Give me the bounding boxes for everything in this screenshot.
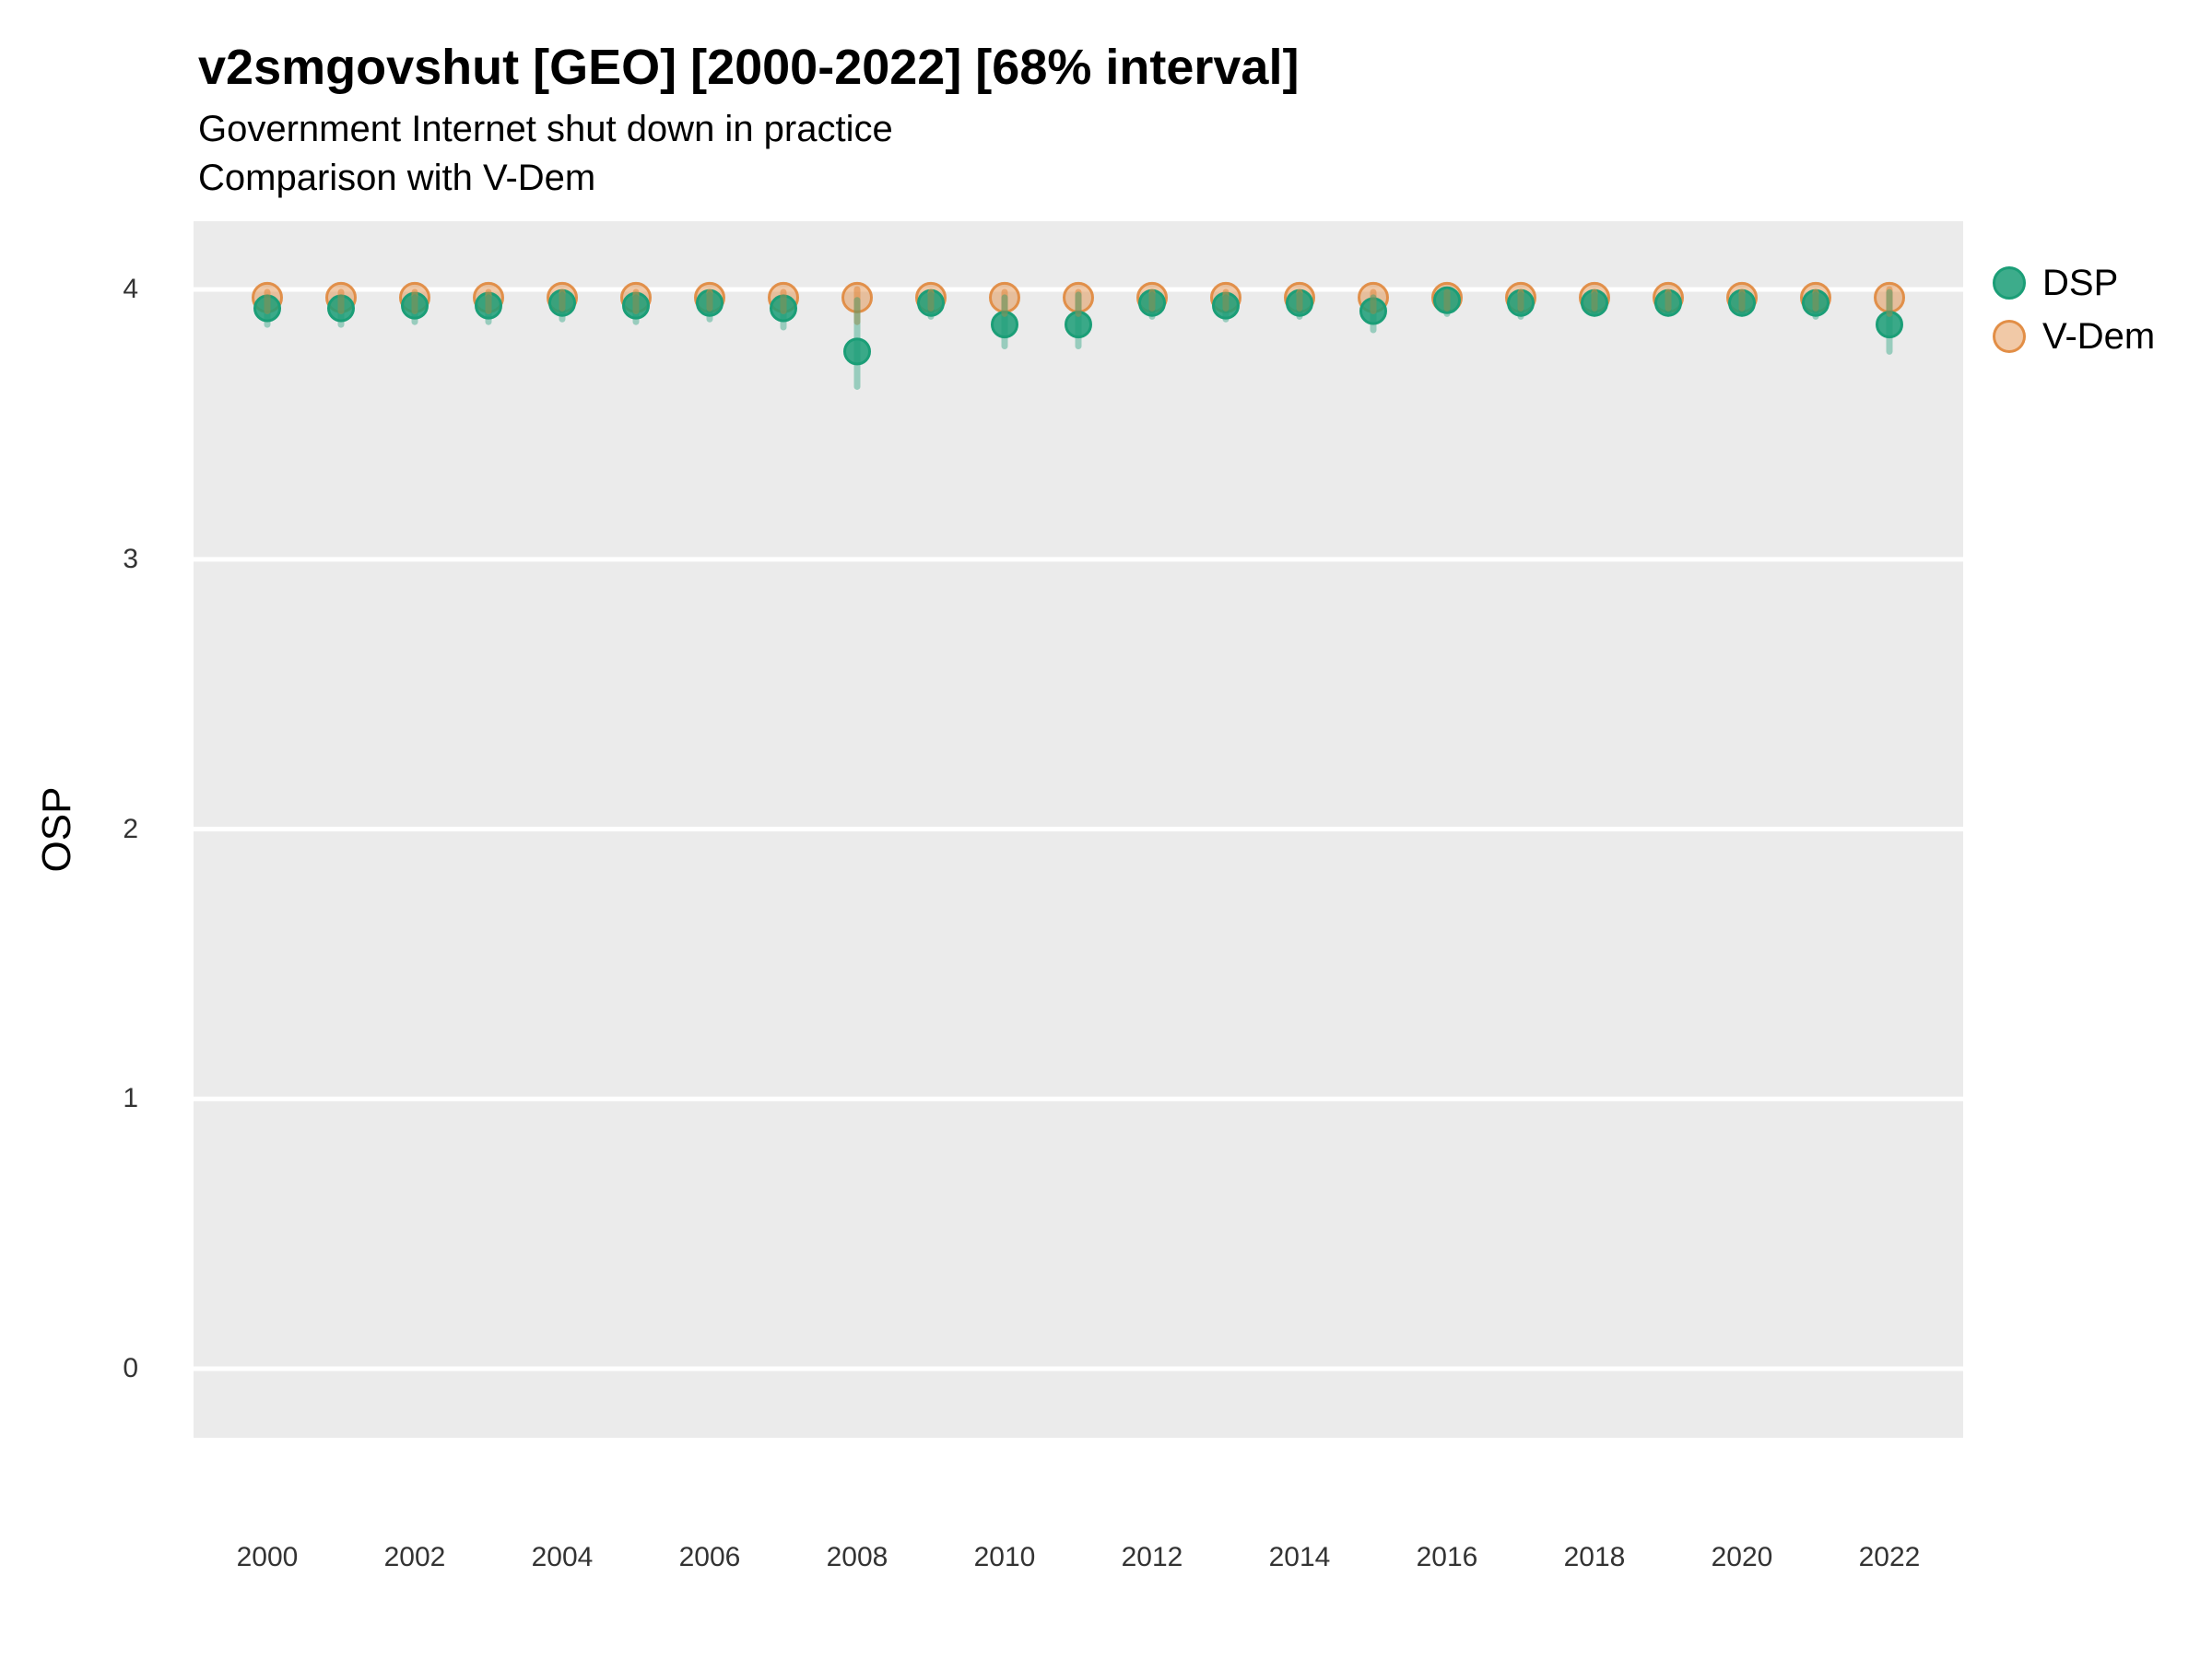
gridline-y-2 bbox=[194, 827, 1963, 832]
legend: DSP V-Dem bbox=[1993, 256, 2155, 363]
x-axis-tick-labels: 2000 2002 2004 2006 2008 2010 2012 2014 2016 2018… bbox=[194, 1541, 1963, 1578]
plot-panel bbox=[194, 221, 1963, 1438]
x-tick-label-2006: 2006 bbox=[678, 1542, 741, 1572]
chart-subtitle-measure: Government Internet shut down in practic… bbox=[198, 109, 893, 149]
x-tick-label-2008: 2008 bbox=[826, 1542, 888, 1572]
x-tick-label-2022: 2022 bbox=[1858, 1542, 1921, 1572]
gridline-y-3 bbox=[194, 557, 1963, 562]
x-tick-label-2004: 2004 bbox=[531, 1542, 594, 1572]
gridline-y-1 bbox=[194, 1096, 1963, 1101]
y-axis-tick-labels: 0 1 2 3 4 bbox=[0, 221, 147, 1438]
y-tick-label-4: 4 bbox=[123, 274, 138, 305]
y-tick-label-2: 2 bbox=[123, 813, 138, 844]
x-tick-label-2000: 2000 bbox=[236, 1542, 299, 1572]
x-tick-label-2010: 2010 bbox=[973, 1542, 1036, 1572]
legend-label-dsp: DSP bbox=[2042, 262, 2119, 303]
x-tick-label-2018: 2018 bbox=[1563, 1542, 1626, 1572]
y-tick-label-1: 1 bbox=[123, 1083, 138, 1114]
chart-title: v2smgovshut [GEO] [2000-2022] [68% inter… bbox=[198, 40, 1300, 95]
x-tick-label-2002: 2002 bbox=[383, 1542, 446, 1572]
x-tick-label-2020: 2020 bbox=[1711, 1542, 1773, 1572]
x-tick-label-2016: 2016 bbox=[1416, 1542, 1478, 1572]
plot-svg bbox=[194, 281, 1963, 1371]
legend-swatch-v-dem-icon bbox=[1993, 320, 2026, 353]
x-tick-label-2012: 2012 bbox=[1121, 1542, 1183, 1572]
legend-label-v-dem: V-Dem bbox=[2042, 315, 2156, 357]
legend-item-v-dem: V-Dem bbox=[1993, 310, 2155, 363]
legend-item-dsp: DSP bbox=[1993, 256, 2155, 310]
y-tick-label-3: 3 bbox=[123, 543, 138, 574]
point-dsp-2008 bbox=[843, 337, 871, 366]
chart-subtitle-comparison: Comparison with V-Dem bbox=[198, 158, 596, 198]
y-tick-label-0: 0 bbox=[123, 1353, 138, 1384]
x-tick-label-2014: 2014 bbox=[1268, 1542, 1331, 1572]
legend-swatch-dsp-icon bbox=[1993, 266, 2026, 300]
gridline-y-0 bbox=[194, 1366, 1963, 1371]
